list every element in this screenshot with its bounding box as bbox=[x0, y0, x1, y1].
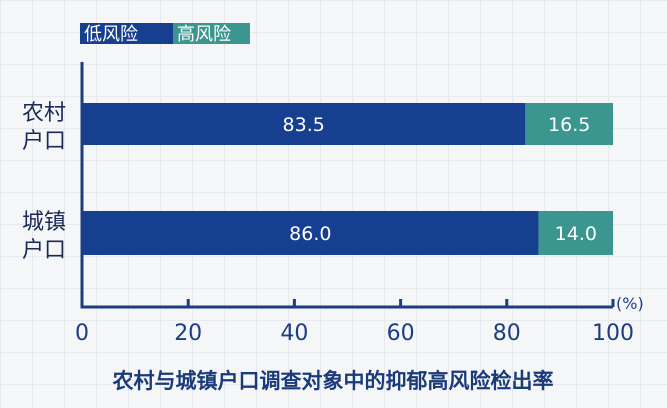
legend-swatch-1 bbox=[173, 23, 250, 44]
x-tick-label-2: 40 bbox=[280, 321, 308, 346]
category-label-1-0: 城镇 bbox=[22, 210, 66, 235]
category-label-1-1: 户口 bbox=[22, 238, 66, 263]
bar-label-1-1: 14.0 bbox=[555, 223, 597, 245]
category-label-0-0: 农村 bbox=[22, 101, 66, 126]
bar-label-0-1: 86.0 bbox=[289, 223, 331, 245]
bar-1-0 bbox=[525, 103, 613, 145]
bar-label-1-0: 16.5 bbox=[548, 114, 590, 136]
x-tick-label-5: 100 bbox=[592, 321, 634, 346]
legend-label-0: 低风险 bbox=[84, 24, 138, 45]
x-unit-label: (%) bbox=[616, 294, 644, 313]
bar-0-0 bbox=[82, 103, 526, 145]
x-tick-label-3: 60 bbox=[387, 321, 415, 346]
bar-1-1 bbox=[538, 211, 613, 255]
x-tick-label-1: 20 bbox=[174, 321, 202, 346]
x-tick-label-4: 80 bbox=[493, 321, 521, 346]
category-label-0-1: 户口 bbox=[22, 129, 66, 154]
legend-label-1: 高风险 bbox=[177, 24, 231, 45]
chart-title: 农村与城镇户口调查对象中的抑郁高风险检出率 bbox=[112, 369, 554, 393]
x-tick-label-0: 0 bbox=[75, 321, 89, 346]
bar-label-0-0: 83.5 bbox=[283, 114, 325, 136]
legend-swatch-0 bbox=[80, 23, 173, 44]
bar-0-1 bbox=[82, 211, 539, 255]
